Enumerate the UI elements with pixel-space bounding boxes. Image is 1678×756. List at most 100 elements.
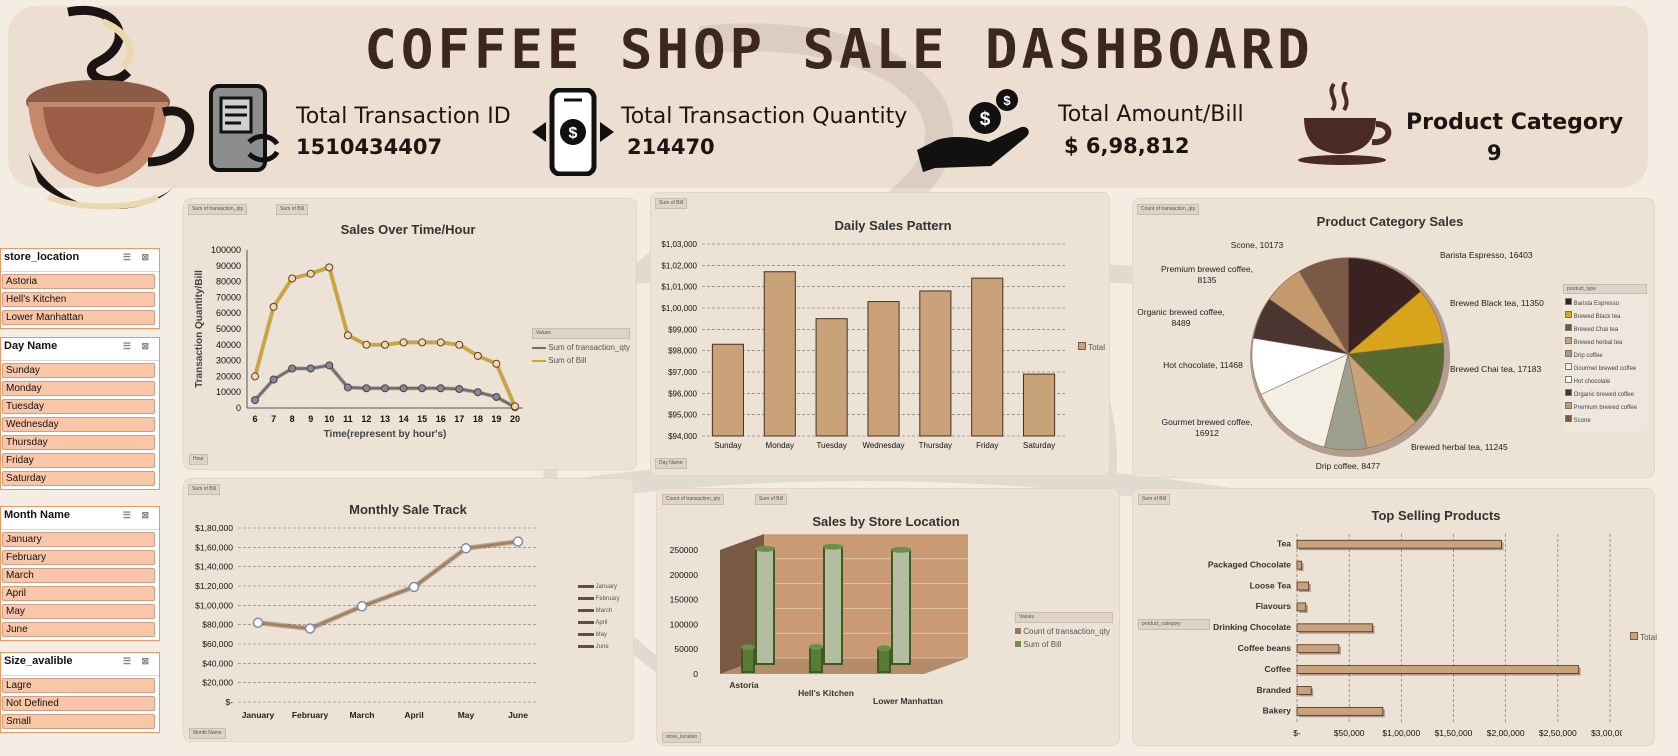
slicer-item[interactable]: May [2,604,155,619]
bar [711,343,744,437]
filter-clear-icon[interactable]: ☰ ⊠ [122,656,153,666]
y-tick-label: $1,03,000 [661,240,697,249]
y-tick-label: $1,40,000 [195,562,233,572]
legend-entry: April [578,620,620,626]
svg-text:$: $ [980,109,991,130]
x-tick-label: Wednesday [862,441,904,450]
pie-data-label: Gourmet brewed coffee, [1161,417,1252,427]
y-tick-label: $95,000 [668,411,697,420]
legend-values-tag[interactable]: Values [1015,612,1113,623]
chart-monthly: Monthly Sale Track $- $20,000 $40,000 $60,00… [195,502,538,720]
pie-slice [1260,353,1349,448]
filter-clear-icon[interactable]: ☰ ⊠ [122,252,153,262]
pie-data-label: 8489 [1172,318,1191,328]
bar-top [809,643,823,650]
field-tag-sum-bill[interactable]: Sum of Bill [188,484,220,495]
y-tick-label: $80,000 [202,620,233,630]
slicer-item[interactable]: Monday [2,381,155,396]
slicer-item[interactable]: Astoria [2,274,155,289]
y-tick-label: 30000 [216,356,241,366]
legend-entry: Scone [1565,415,1647,424]
slicer-item[interactable]: Thursday [2,435,155,450]
legend-label: Sum of Bill [1023,640,1062,649]
bar-top [755,545,775,552]
legend-entry: Sum of transaction_qty [532,343,630,352]
legend-label: Premium brewed coffee [1573,405,1637,411]
y-tick-label: $60,000 [202,639,233,649]
slicer-item[interactable]: January [2,532,155,547]
slicer-item[interactable]: Lagre [2,678,155,693]
y-tick-label: $98,000 [668,347,697,356]
slicer-store-location-title: store_location ☰ ⊠ [1,249,159,272]
slicer-item[interactable]: Sunday [2,363,155,378]
series-point [362,384,371,393]
x-tick-label: $1,50,000 [1435,728,1473,738]
field-tag-store-location[interactable]: store_location [662,732,702,743]
slicer-item[interactable]: June [2,622,155,637]
filter-clear-icon[interactable]: ☰ ⊠ [122,341,153,351]
series-point [473,351,482,360]
y-tick-label: 80000 [216,277,241,287]
slicer-item[interactable]: April [2,586,155,601]
series-point [512,536,524,547]
slicer-item[interactable]: Saturday [2,471,155,486]
transaction-document-icon [209,84,280,172]
y-tick-label: $1,02,000 [661,261,697,270]
x-tick-label: $1,00,000 [1382,728,1420,738]
y-tick-label: $96,000 [668,389,697,398]
slicer-item[interactable]: Wednesday [2,417,155,432]
hand-money-icon: $ $ [917,89,1029,172]
legend-category: product_type Barista Espresso Brewed Bla… [1563,284,1647,431]
x-tick-label: Monday [766,441,794,450]
series-point [356,601,368,612]
series-point [455,340,464,349]
x-tick-label: March [349,710,374,720]
field-tag-sum-bill[interactable]: Sum of Bill [655,198,687,209]
slicer-item[interactable]: Not Defined [2,696,155,711]
pie-slice [1298,257,1349,356]
legend-label: January [595,584,618,590]
series-point [288,274,297,283]
legend-entry: Organic brewed coffee [1565,389,1647,398]
slicer-item[interactable]: February [2,550,155,565]
filter-clear-icon[interactable]: ☰ ⊠ [122,510,153,520]
slicer-item[interactable]: March [2,568,155,583]
field-tag-sum-bill[interactable]: Sum of Bill [755,494,787,505]
field-tag-day-name[interactable]: Day Name [655,458,687,469]
slicer-item[interactable]: Lower Manhattan [2,310,155,325]
series-point [399,338,408,347]
x-tick-label: Lower Manhattan [873,696,943,706]
bar [971,277,1004,437]
field-tag-sum-qty[interactable]: Sum of transaction_qty [188,204,248,215]
field-tag-hour[interactable]: Hour [189,454,208,465]
series-point [460,543,472,554]
legend-entry: May [578,632,620,638]
field-tag-month-name[interactable]: Month Name [189,728,226,739]
legend-entry: Sum of Bill [532,356,630,365]
bar [1023,373,1056,437]
y-tick-label: 40000 [216,340,241,350]
legend-values-tag[interactable]: Values [532,328,630,339]
legend-product-type-tag[interactable]: product_type [1563,284,1647,294]
pie-data-label: 8135 [1198,275,1217,285]
slicer-day-name: Day Name ☰ ⊠ Sunday Monday Tuesday Wednesday… [0,337,160,490]
field-tag-product-category[interactable]: product_category [1138,619,1210,630]
field-tag-count-qty[interactable]: Count of transaction_qty [1137,204,1200,215]
bar [919,290,952,437]
x-tick-label: 13 [380,414,390,424]
kpi-transaction-id-value: 1510434407 [296,135,443,159]
y-tick-label: Coffee [1265,664,1292,674]
legend-label: Total [1640,633,1657,642]
slicer-item[interactable]: Hell's Kitchen [2,292,155,307]
slicer-item[interactable]: Small [2,714,155,729]
field-tag-count-qty[interactable]: Count of transaction_qty [662,494,725,505]
series-point [492,359,501,368]
pie-data-label: Organic brewed coffee, [1137,307,1225,317]
coffee-cup-icon [1298,82,1392,165]
field-tag-sum-bill[interactable]: Sum of Bill [1138,494,1170,505]
x-tick-label: 6 [252,414,257,424]
slicer-item[interactable]: Tuesday [2,399,155,414]
x-tick-label: Hell's Kitchen [798,688,854,698]
slicer-item[interactable]: Friday [2,453,155,468]
field-tag-sum-bill[interactable]: Sum of Bill [276,204,308,215]
